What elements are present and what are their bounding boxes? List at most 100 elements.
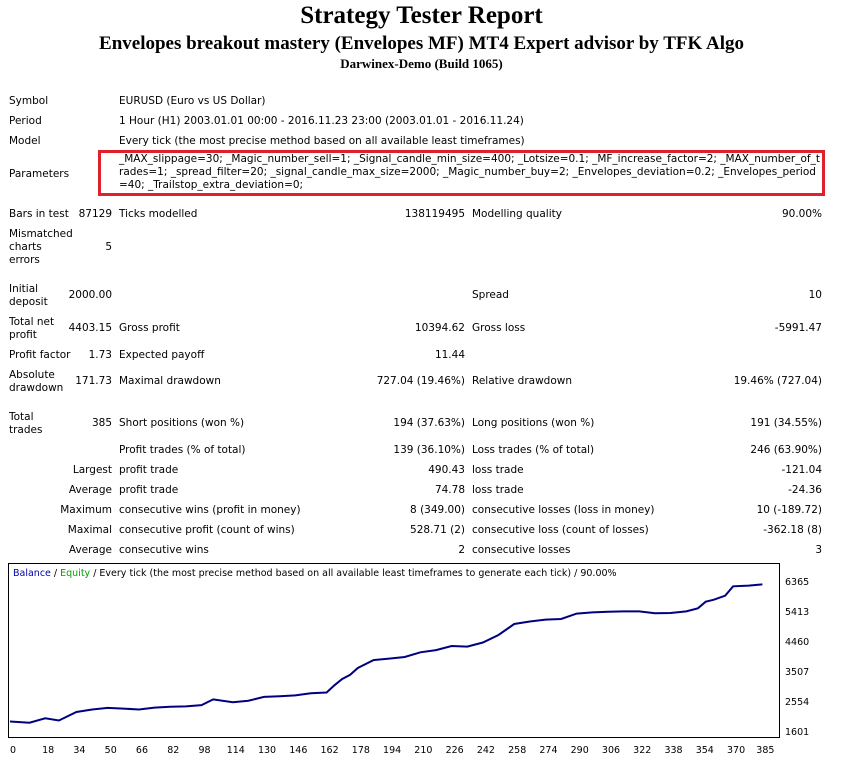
legend-sep: / xyxy=(50,568,61,579)
short-label: Short positions (won %) xyxy=(119,417,245,429)
x-tick-label: 226 xyxy=(445,745,464,756)
ltrades-value: 246 (63.90%) xyxy=(750,444,822,456)
largest-loss-label: loss trade xyxy=(472,464,524,476)
x-tick-label: 290 xyxy=(570,745,589,756)
x-tick-label: 370 xyxy=(726,745,746,756)
average2-label: Average xyxy=(68,544,112,556)
server-build: Darwinex-Demo (Build 1065) xyxy=(340,56,503,71)
x-tick-label: 306 xyxy=(601,745,621,756)
deposit-label-1: Initial xyxy=(9,283,39,295)
ptrades-value: 139 (36.10%) xyxy=(393,444,465,456)
short-value: 194 (37.63%) xyxy=(393,417,465,429)
legend-rest: / Every tick (the most precise method ba… xyxy=(90,568,617,579)
balance-chart: Balance / Equity / Every tick (the most … xyxy=(8,563,780,738)
grossprofit-value: 10394.62 xyxy=(414,322,465,334)
avg-closs-label: consecutive losses xyxy=(472,544,571,556)
ticks-label: Ticks modelled xyxy=(119,208,198,220)
avg-closs-value: 3 xyxy=(815,544,822,556)
maximal-label: Maximal xyxy=(67,524,112,536)
y-tick-label: 1601 xyxy=(785,727,810,738)
grossprofit-label: Gross profit xyxy=(119,322,180,334)
chart-legend: Balance / Equity / Every tick (the most … xyxy=(13,568,617,579)
netprofit-value: 4403.15 xyxy=(68,322,112,334)
legend-equity: Equity xyxy=(60,568,91,579)
maximal-cprofit-label: consecutive profit (count of wins) xyxy=(119,524,295,536)
deposit-value: 2000.00 xyxy=(68,289,112,301)
max-cwins-value: 8 (349.00) xyxy=(410,504,465,516)
parameters-value: _MAX_slippage=30; _Magic_number_sell=1; … xyxy=(119,153,820,191)
absdd-value: 171.73 xyxy=(75,375,112,387)
model-label: Model xyxy=(9,135,41,147)
average-loss-value: -24.36 xyxy=(788,484,822,496)
trades-label-2: trades xyxy=(9,424,43,436)
pf-value: 1.73 xyxy=(88,349,112,361)
y-tick-label: 3507 xyxy=(785,667,810,679)
largest-label: Largest xyxy=(72,464,112,476)
symbol-value: EURUSD (Euro vs US Dollar) xyxy=(119,95,266,107)
average-profit-label: profit trade xyxy=(119,484,179,496)
largest-profit-label: profit trade xyxy=(119,464,179,476)
mismatch-label-1: Mismatched xyxy=(9,228,73,240)
x-tick-label: 18 xyxy=(42,745,55,756)
max-cwins-label: consecutive wins (profit in money) xyxy=(119,504,301,516)
report-title: Strategy Tester Report xyxy=(300,2,543,29)
model-value: Every tick (the most precise method base… xyxy=(119,135,525,147)
x-tick-label: 210 xyxy=(414,745,433,756)
long-label: Long positions (won %) xyxy=(472,417,595,429)
reldd-label: Relative drawdown xyxy=(472,375,573,387)
x-tick-label: 194 xyxy=(383,745,402,756)
x-tick-label: 178 xyxy=(351,745,370,756)
reldd-value: 19.46% (727.04) xyxy=(733,375,822,387)
spread-label: Spread xyxy=(472,289,509,301)
maxdd-label: Maximal drawdown xyxy=(119,375,221,387)
x-tick-label: 34 xyxy=(73,745,86,756)
period-value: 1 Hour (H1) 2003.01.01 00:00 - 2016.11.2… xyxy=(119,115,524,127)
x-tick-label: 322 xyxy=(633,745,652,756)
report-subtitle: Envelopes breakout mastery (Envelopes MF… xyxy=(99,33,744,54)
y-tick-label: 4460 xyxy=(785,637,810,649)
parameters-highlight xyxy=(98,150,825,196)
x-tick-label: 242 xyxy=(476,745,495,756)
parameters-label: Parameters xyxy=(9,168,70,180)
mismatch-label-3: errors xyxy=(9,254,40,266)
deposit-label-2: deposit xyxy=(9,296,48,308)
avg-cwins-value: 2 xyxy=(458,544,465,556)
maximal-closs-value: -362.18 (8) xyxy=(763,524,822,536)
balance-chart-svg xyxy=(9,583,779,735)
x-tick-label: 338 xyxy=(664,745,683,756)
maximal-closs-label: consecutive loss (count of losses) xyxy=(472,524,649,536)
average-loss-label: loss trade xyxy=(472,484,524,496)
symbol-label: Symbol xyxy=(9,95,49,107)
y-tick-label: 5413 xyxy=(785,607,810,619)
x-tick-label: 354 xyxy=(695,745,714,756)
x-tick-label: 0 xyxy=(9,745,17,756)
max-closs-label: consecutive losses (loss in money) xyxy=(472,504,655,516)
balance-line xyxy=(9,583,763,724)
payoff-value: 11.44 xyxy=(434,349,465,361)
netprofit-label-2: profit xyxy=(9,329,37,341)
period-label: Period xyxy=(9,115,42,127)
x-tick-label: 258 xyxy=(508,745,527,756)
maximal-cprofit-value: 528.71 (2) xyxy=(410,524,465,536)
x-tick-label: 385 xyxy=(756,745,775,756)
x-tick-label: 66 xyxy=(135,745,149,756)
x-tick-label: 98 xyxy=(198,745,211,756)
y-tick-label: 6365 xyxy=(785,577,810,589)
trades-label-1: Total xyxy=(9,411,34,423)
largest-profit-value: 490.43 xyxy=(428,464,465,476)
netprofit-label-1: Total net xyxy=(9,316,55,328)
largest-loss-value: -121.04 xyxy=(781,464,822,476)
x-tick-label: 162 xyxy=(320,745,339,756)
maximum-label: Maximum xyxy=(60,504,112,516)
legend-balance: Balance xyxy=(13,568,51,579)
avg-cwins-label: consecutive wins xyxy=(119,544,209,556)
pf-label: Profit factor xyxy=(9,349,71,361)
ticks-value: 138119495 xyxy=(404,208,465,220)
x-tick-label: 146 xyxy=(289,745,308,756)
x-tick-label: 82 xyxy=(167,745,180,756)
mismatch-label-2: charts xyxy=(9,241,42,253)
max-closs-value: 10 (-189.72) xyxy=(756,504,822,516)
average-label: Average xyxy=(68,484,112,496)
quality-value: 90.00% xyxy=(781,208,822,220)
grossloss-label: Gross loss xyxy=(472,322,526,334)
